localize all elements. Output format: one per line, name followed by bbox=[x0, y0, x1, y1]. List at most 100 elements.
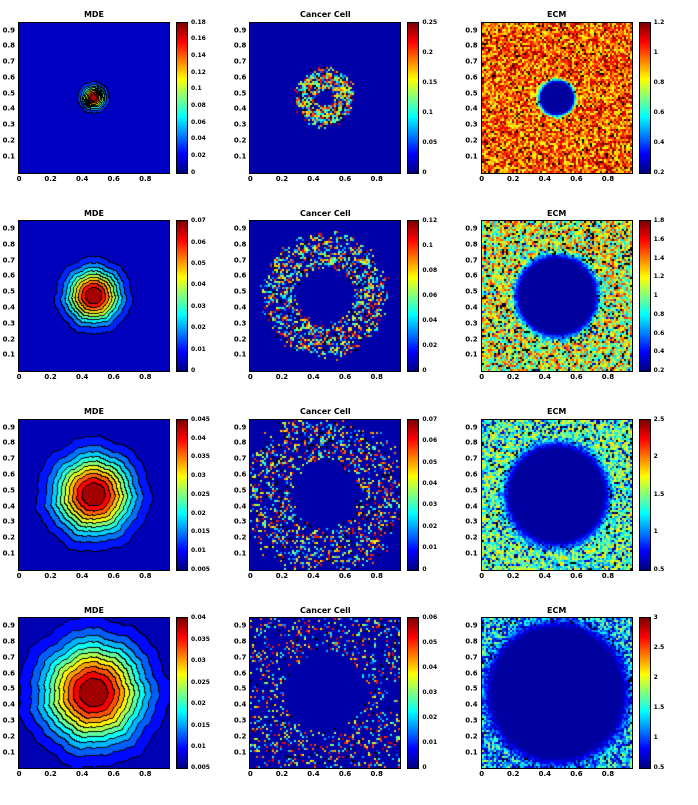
y-tick-label: 0.3 bbox=[465, 120, 478, 129]
plot-area bbox=[18, 21, 170, 174]
x-axis-ticks: 0 0.2 0.4 0.6 0.8 bbox=[17, 174, 170, 185]
x-tick-label: 0.2 bbox=[275, 571, 289, 580]
y-tick-label: 0.9 bbox=[2, 224, 15, 233]
y-tick-label: 0.5 bbox=[2, 684, 15, 693]
colorbar-tick-label: 1.5 bbox=[653, 490, 665, 498]
colorbar-tick-label: 0.06 bbox=[191, 238, 206, 246]
x-axis: 0 0.2 0.4 0.6 0.8 bbox=[465, 571, 677, 582]
y-tick-label: 0.9 bbox=[465, 621, 478, 630]
y-tick-label: 0.2 bbox=[2, 533, 15, 542]
y-tick-label: 0.8 bbox=[2, 438, 15, 447]
colorbar-gradient bbox=[638, 617, 651, 770]
y-tick-label: 0.8 bbox=[233, 637, 247, 646]
plot-area bbox=[249, 220, 402, 373]
y-tick-label: 0.9 bbox=[2, 621, 15, 630]
plot-title: MDE bbox=[83, 208, 105, 218]
y-tick-label: 0.6 bbox=[465, 669, 478, 678]
colorbar-ticks: 0.18 0.16 0.14 0.12 0.1 0.08 0.06 0.04 0.02 0 bbox=[188, 19, 214, 175]
colorbar-tick-label: 0.14 bbox=[191, 51, 206, 59]
colorbar-tick-label: 1.5 bbox=[653, 704, 665, 712]
y-tick-label: 0.3 bbox=[233, 716, 247, 725]
subplot-cancer-cell-row2: Cancer Cell 0.9 0.8 0.7 0.6 0.5 0.4 0.3 0.2 0.1 … bbox=[233, 209, 445, 384]
y-tick-label: 0.1 bbox=[233, 748, 247, 757]
colorbar-tick-label: 0.03 bbox=[422, 689, 438, 697]
y-tick-label: 0.7 bbox=[2, 57, 15, 66]
x-tick-label: 0.6 bbox=[107, 571, 120, 580]
x-tick-label: 0 bbox=[479, 174, 485, 183]
colorbar-tick-label: 0.04 bbox=[191, 434, 206, 442]
y-tick-label: 0.7 bbox=[465, 256, 478, 265]
x-tick-label: 0.2 bbox=[507, 770, 520, 779]
colorbar-tick-label: 0.05 bbox=[422, 639, 438, 647]
y-tick-label: 0.7 bbox=[465, 57, 478, 66]
colorbar-tick-label: 0.04 bbox=[191, 281, 206, 289]
y-tick-label: 0.1 bbox=[233, 152, 247, 161]
plot-area bbox=[480, 617, 633, 770]
x-axis: 0 0.2 0.4 0.6 0.8 bbox=[2, 372, 214, 383]
x-axis: 0 0.2 0.4 0.6 0.8 bbox=[2, 769, 214, 780]
colorbar-tick-label: 0.005 bbox=[191, 764, 210, 772]
colorbar-tick-label: 0.02 bbox=[422, 342, 438, 350]
colorbar-tick-label: 0.02 bbox=[422, 714, 438, 722]
plot-body: 0.9 0.8 0.7 0.6 0.5 0.4 0.3 0.2 0.1 0.07 0.06 0.05… bbox=[2, 217, 214, 374]
colorbar-tick-label: 0.15 bbox=[422, 78, 438, 86]
subplot-ecm-row3: ECM 0.9 0.8 0.7 0.6 0.5 0.4 0.3 0.2 0.1 2.5 2 1.5 1… bbox=[465, 407, 677, 582]
x-tick-label: 0 bbox=[16, 770, 22, 779]
colorbar-gradient bbox=[638, 220, 651, 373]
x-axis-ticks: 0 0.2 0.4 0.6 0.8 bbox=[479, 769, 633, 780]
x-axis-ticks: 0 0.2 0.4 0.6 0.8 bbox=[248, 174, 401, 185]
y-tick-label: 0.9 bbox=[2, 26, 15, 34]
x-axis-ticks: 0 0.2 0.4 0.6 0.8 bbox=[479, 571, 633, 582]
colorbar-tick-label: 0.8 bbox=[653, 310, 665, 318]
colorbar-tick-label: 1 bbox=[653, 734, 658, 742]
colorbar: 0.07 0.06 0.05 0.04 0.03 0.02 0.01 0 bbox=[407, 416, 445, 572]
colorbar-ticks: 1.8 1.6 1.4 1.2 1 0.8 0.6 0.4 0.2 bbox=[651, 218, 677, 375]
colorbar-ticks: 2.5 2 1.5 1 0.5 bbox=[651, 416, 677, 572]
y-tick-label: 0.3 bbox=[233, 120, 247, 129]
y-tick-label: 0.1 bbox=[2, 152, 15, 161]
y-tick-label: 0.8 bbox=[465, 637, 478, 646]
colorbar-tick-label: 0.2 bbox=[653, 367, 665, 375]
colorbar-tick-label: 0.06 bbox=[191, 118, 206, 126]
colorbar-tick-label: 0.1 bbox=[191, 85, 202, 93]
y-tick-label: 0.2 bbox=[465, 732, 478, 741]
colorbar-tick-label: 0.07 bbox=[191, 217, 206, 225]
y-tick-label: 0.9 bbox=[2, 423, 15, 432]
y-axis-ticks: 0.9 0.8 0.7 0.6 0.5 0.4 0.3 0.2 0.1 bbox=[2, 22, 18, 174]
colorbar-tick-label: 0.035 bbox=[191, 453, 210, 461]
figure-grid: MDE 0.9 0.8 0.7 0.6 0.5 0.4 0.3 0.2 0.1 0.18 0.16… bbox=[2, 10, 677, 780]
colorbar-tick-label: 0.05 bbox=[422, 458, 438, 466]
colorbar: 0.04 0.035 0.03 0.025 0.02 0.015 0.01 0.005 bbox=[176, 615, 214, 772]
y-tick-label: 0.5 bbox=[2, 287, 15, 296]
colorbar-tick-label: 2 bbox=[653, 453, 658, 461]
x-tick-label: 0.4 bbox=[307, 770, 320, 779]
colorbar-tick-label: 0.025 bbox=[191, 490, 210, 498]
colorbar-tick-label: 0.045 bbox=[191, 415, 210, 423]
x-axis-ticks: 0 0.2 0.4 0.6 0.8 bbox=[479, 372, 633, 383]
y-tick-label: 0.4 bbox=[233, 502, 247, 511]
y-tick-label: 0.7 bbox=[465, 653, 478, 662]
y-tick-label: 0.2 bbox=[233, 533, 247, 542]
colorbar-tick-label: 0.01 bbox=[191, 742, 206, 750]
colorbar-tick-label: 0.12 bbox=[422, 217, 438, 225]
colorbar: 0.07 0.06 0.05 0.04 0.03 0.02 0.01 0 bbox=[176, 217, 214, 374]
y-tick-label: 0.9 bbox=[233, 26, 247, 34]
y-tick-label: 0.6 bbox=[465, 271, 478, 280]
plot-area bbox=[18, 418, 170, 571]
x-tick-label: 0.8 bbox=[601, 174, 615, 183]
plot-title: ECM bbox=[547, 605, 567, 615]
y-axis-ticks: 0.9 0.8 0.7 0.6 0.5 0.4 0.3 0.2 0.1 bbox=[2, 220, 18, 372]
colorbar-tick-label: 0.04 bbox=[422, 480, 438, 488]
plot-area bbox=[249, 21, 402, 174]
colorbar-tick-label: 0.12 bbox=[191, 68, 206, 76]
colorbar-tick-label: 2.5 bbox=[653, 644, 665, 652]
y-tick-label: 0.1 bbox=[465, 350, 478, 359]
colorbar: 1.8 1.6 1.4 1.2 1 0.8 0.6 0.4 0.2 bbox=[638, 218, 677, 375]
plot-area bbox=[480, 418, 633, 571]
colorbar-tick-label: 0.06 bbox=[422, 292, 438, 300]
y-tick-label: 0.9 bbox=[233, 621, 247, 630]
plot-title: ECM bbox=[547, 407, 567, 417]
y-axis-ticks: 0.9 0.8 0.7 0.6 0.5 0.4 0.3 0.2 0.1 bbox=[233, 419, 249, 571]
colorbar-tick-label: 0.015 bbox=[191, 528, 210, 536]
y-tick-label: 0.3 bbox=[233, 517, 247, 526]
